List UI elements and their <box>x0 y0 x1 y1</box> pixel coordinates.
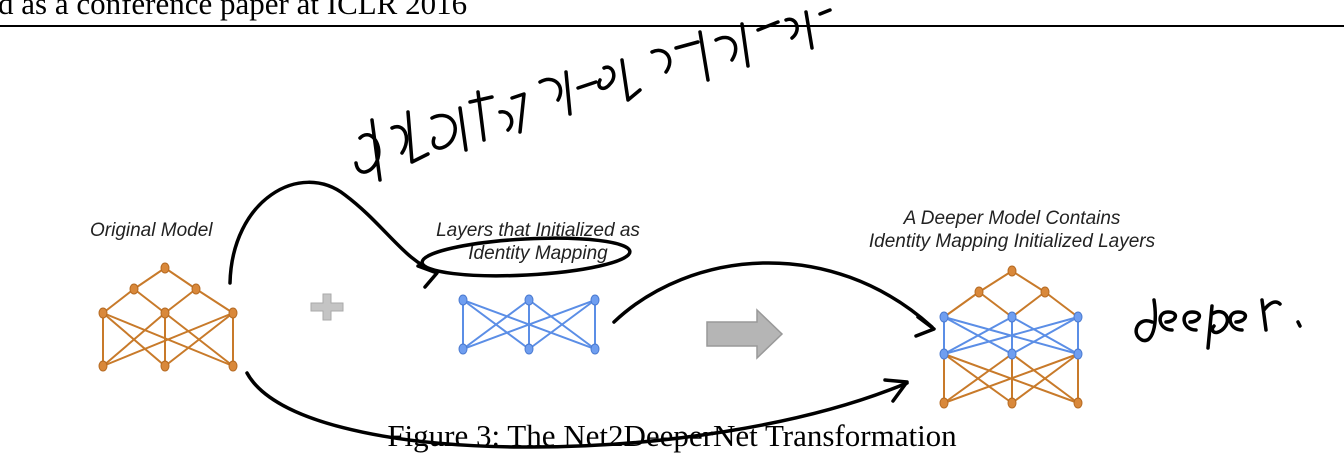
ink-chinese-note <box>354 8 832 182</box>
label-original-model: Original Model <box>90 220 213 241</box>
figure-caption: Figure 3: The Net2DeeperNet Transformati… <box>387 418 957 453</box>
label-deeper-model: A Deeper Model Contains Identity Mapping… <box>812 207 1212 253</box>
identity-network <box>462 299 596 350</box>
label-identity-layers: Layers that Initialized as Identity Mapp… <box>388 219 688 265</box>
handwritten-annotations <box>228 8 1302 449</box>
ink-arrow-to-deeper <box>612 261 934 329</box>
arrow-right-icon <box>706 308 784 360</box>
deeper-network-nodes-orange <box>939 265 1083 409</box>
ink-deeper-word <box>1134 298 1302 350</box>
original-network-nodes <box>98 262 238 372</box>
label-identity-layers-line1: Layers that Initialized as <box>436 220 640 241</box>
ink-arrowhead-bottom <box>883 378 909 403</box>
label-deeper-model-line1: A Deeper Model Contains <box>903 208 1121 229</box>
header-rule <box>0 25 1344 27</box>
plus-icon <box>310 293 344 321</box>
deeper-network-identity <box>943 316 1079 355</box>
ink-arrowhead-deeper <box>914 315 936 338</box>
identity-network-nodes <box>458 294 600 355</box>
deeper-network-nodes-blue <box>939 311 1083 360</box>
ink-circle-identity-mapping <box>420 236 632 278</box>
page-header: d as a conference paper at ICLR 2016 <box>0 0 468 21</box>
label-identity-layers-line2: Identity Mapping <box>468 243 608 264</box>
deeper-network-original <box>943 270 1079 404</box>
ink-arrow-bottom <box>245 371 909 449</box>
ink-arrowhead-top <box>416 264 439 289</box>
label-deeper-model-line2: Identity Mapping Initialized Layers <box>868 231 1156 252</box>
ink-loop-arrow-top <box>228 180 439 285</box>
original-network <box>102 267 234 367</box>
